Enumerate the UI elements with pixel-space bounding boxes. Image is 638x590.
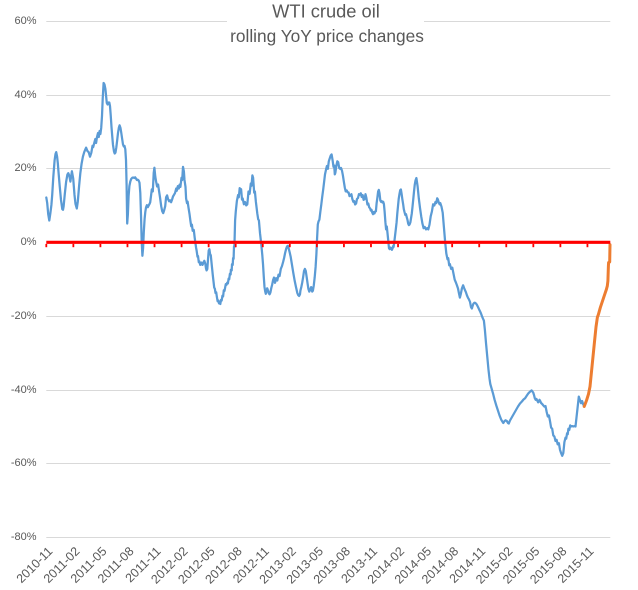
svg-text:20%: 20% [14,162,36,174]
svg-text:60%: 60% [14,15,36,27]
svg-text:-20%: -20% [11,310,37,322]
svg-text:rolling YoY price changes: rolling YoY price changes [230,26,424,46]
svg-text:-40%: -40% [11,384,37,396]
svg-text:-60%: -60% [11,457,37,469]
svg-text:WTI crude oil: WTI crude oil [272,1,380,22]
svg-text:-80%: -80% [11,531,37,543]
svg-text:0%: 0% [21,236,37,248]
svg-text:40%: 40% [14,89,36,101]
